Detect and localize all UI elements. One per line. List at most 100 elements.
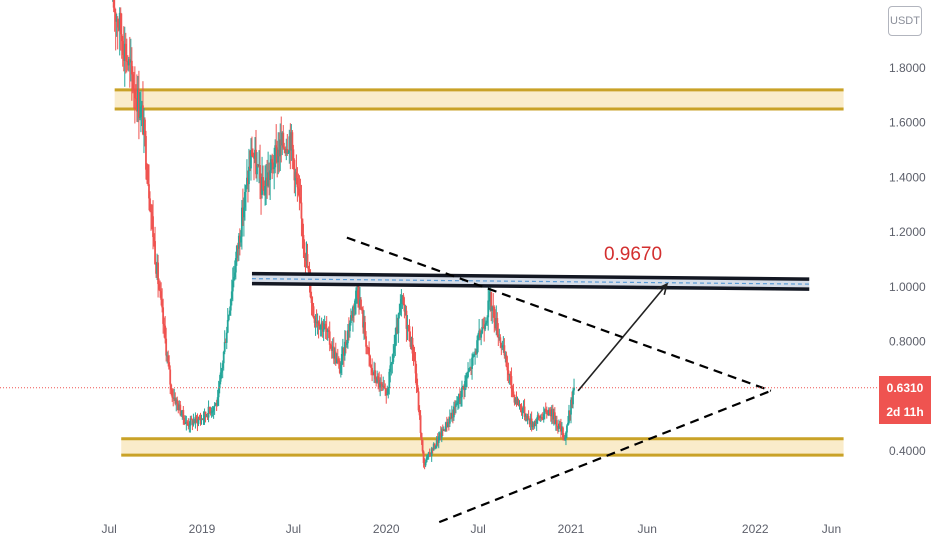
candle-body	[509, 374, 512, 377]
candle-body	[234, 258, 237, 273]
candle-body	[291, 132, 294, 150]
candle-body	[250, 149, 252, 169]
candle-body	[306, 254, 309, 268]
candle-body	[422, 451, 425, 464]
candle-body	[480, 333, 483, 338]
candle-body	[296, 178, 299, 188]
candle-body	[159, 289, 162, 292]
candle-body	[452, 406, 455, 418]
candle-body	[335, 358, 338, 364]
candle-body	[563, 437, 565, 440]
candle-body	[336, 358, 339, 361]
candle-body	[368, 347, 370, 356]
candle-body	[457, 401, 459, 404]
candle-body	[155, 264, 157, 274]
candle-body	[405, 310, 408, 329]
candle-body	[324, 323, 327, 328]
candle-body	[536, 415, 539, 420]
candle-body	[178, 404, 181, 411]
candle-body	[191, 419, 194, 425]
candle-body	[223, 341, 226, 352]
candle-body	[545, 410, 548, 415]
candle-body	[356, 290, 358, 292]
candle-body	[304, 253, 307, 261]
candle-body	[225, 332, 228, 343]
candle-body	[329, 344, 332, 349]
candle-body	[426, 455, 429, 458]
candle-body	[321, 322, 324, 332]
candle-body	[562, 427, 564, 438]
candle-body	[537, 415, 540, 417]
candle-body	[442, 429, 445, 431]
candle-body	[149, 198, 151, 212]
candle-body	[275, 145, 278, 148]
candle-body	[485, 322, 488, 325]
candle-body	[242, 207, 245, 218]
candle-body	[293, 159, 296, 181]
candle-body	[281, 132, 284, 146]
candle-body	[202, 418, 205, 420]
candle-body	[539, 417, 542, 419]
price-axis[interactable]: 1.8000 1.6000 1.4000 1.2000 1.0000 0.8000 0.40…	[889, 61, 926, 458]
candle-body	[401, 295, 404, 299]
candle-body	[199, 418, 202, 421]
candle-body	[464, 380, 466, 391]
candle-body	[430, 448, 433, 456]
candle-body	[173, 397, 176, 399]
candle-body	[346, 330, 349, 344]
candle-body	[372, 372, 375, 375]
candle-body	[501, 345, 504, 348]
candle-body	[136, 89, 139, 112]
candle-body	[479, 330, 482, 338]
candle-body	[176, 399, 179, 404]
candle-body	[245, 185, 247, 192]
candle-body	[195, 416, 198, 419]
candle-body	[259, 165, 261, 179]
candle-body	[567, 422, 569, 426]
candle-body	[200, 418, 203, 421]
candle-body	[540, 417, 543, 419]
candle-body	[543, 409, 546, 415]
candle-body	[171, 389, 174, 398]
candle-body	[363, 322, 365, 328]
candle-body	[280, 139, 283, 146]
candle-body	[451, 412, 454, 418]
currency-badge[interactable]: USDT	[888, 6, 922, 36]
candle-body	[438, 432, 441, 437]
candle-body	[286, 149, 289, 153]
candle-body	[413, 356, 416, 361]
candle-body	[409, 340, 412, 347]
candle-body	[285, 149, 288, 154]
candle-body	[383, 385, 386, 389]
candle-body	[203, 411, 206, 419]
candle-body	[463, 386, 465, 391]
candle-body	[382, 385, 385, 387]
candle-body	[558, 423, 561, 426]
candle-body	[394, 334, 397, 347]
candle-body	[170, 384, 173, 390]
candle-body	[120, 34, 123, 42]
bar-countdown-tag: 2d 11h	[879, 399, 931, 424]
candle-body	[371, 367, 374, 373]
y-tick-label: 1.4000	[889, 170, 926, 184]
candle-body	[395, 326, 398, 335]
candle-body	[503, 345, 506, 356]
candle-body	[235, 245, 238, 259]
last-price-tag: 0.6310	[879, 375, 931, 400]
candle-body	[497, 334, 500, 338]
time-axis[interactable]: Jul 2019 Jul 2020 Jul 2021 Jun 2022 Jun	[101, 522, 841, 536]
candle-body	[455, 403, 457, 407]
candle-body	[271, 159, 274, 163]
candle-body	[470, 366, 472, 369]
candle-body	[437, 436, 440, 443]
candle-body	[174, 397, 177, 404]
candle-body	[317, 321, 320, 327]
candle-body	[564, 438, 566, 440]
candle-body	[511, 387, 514, 392]
candle-body	[436, 439, 439, 443]
candle-body	[279, 139, 282, 157]
candle-body	[240, 207, 243, 237]
candle-body	[290, 132, 293, 151]
candle-body	[255, 149, 257, 175]
